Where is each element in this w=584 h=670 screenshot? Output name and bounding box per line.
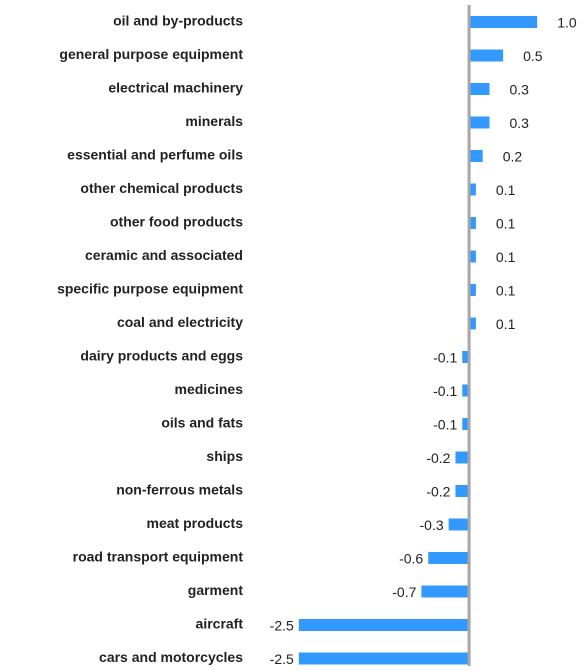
value-label: 0.2 xyxy=(503,149,523,165)
value-label: 0.1 xyxy=(496,216,516,232)
category-label: garment xyxy=(188,582,244,598)
bar xyxy=(298,619,470,631)
category-label: electrical machinery xyxy=(108,80,243,96)
bar xyxy=(469,49,504,62)
bar xyxy=(462,351,470,363)
bar xyxy=(428,552,470,564)
category-label: oils and fats xyxy=(161,415,243,431)
category-label: aircraft xyxy=(196,616,244,632)
category-label: ships xyxy=(206,448,243,464)
value-label: -0.2 xyxy=(426,484,450,500)
category-label: other chemical products xyxy=(80,180,243,196)
value-label: -2.5 xyxy=(270,618,294,634)
value-label: -0.6 xyxy=(399,551,423,567)
bar xyxy=(469,284,476,296)
category-label: medicines xyxy=(175,381,244,397)
value-label: 0.3 xyxy=(510,115,530,131)
value-label: 0.1 xyxy=(496,283,516,299)
bar xyxy=(462,384,470,397)
category-label: coal and electricity xyxy=(117,314,243,330)
category-label: specific purpose equipment xyxy=(57,281,243,297)
category-label: meat products xyxy=(147,515,244,531)
bar xyxy=(469,16,538,28)
bar xyxy=(448,518,470,531)
category-label: general purpose equipment xyxy=(59,46,243,62)
category-label: cars and motorcycles xyxy=(99,649,243,665)
category-label: minerals xyxy=(185,113,243,129)
value-label: -2.5 xyxy=(270,651,294,667)
bar xyxy=(469,150,483,162)
value-label: 0.3 xyxy=(510,82,530,98)
value-label: -0.7 xyxy=(392,584,416,600)
bar xyxy=(469,217,476,229)
value-label: 0.1 xyxy=(496,182,516,198)
bar xyxy=(421,585,470,598)
value-label: -0.2 xyxy=(426,450,450,466)
value-label: 0.1 xyxy=(496,316,516,332)
category-label: non-ferrous metals xyxy=(116,482,243,498)
value-label: -0.1 xyxy=(433,383,457,399)
bar xyxy=(298,652,470,665)
category-label: road transport equipment xyxy=(73,549,244,565)
category-label: dairy products and eggs xyxy=(80,348,243,364)
category-label: essential and perfume oils xyxy=(67,147,243,163)
bar xyxy=(462,418,470,430)
bar xyxy=(469,250,476,263)
value-label: -0.3 xyxy=(420,517,444,533)
value-label: 1.0 xyxy=(557,15,577,31)
category-label: other food products xyxy=(110,214,243,230)
bar xyxy=(469,183,476,196)
value-label: 0.5 xyxy=(523,48,543,64)
bar xyxy=(469,116,490,129)
category-label: oil and by-products xyxy=(113,13,243,29)
value-label: -0.1 xyxy=(433,350,457,366)
bar xyxy=(469,83,490,95)
value-label: -0.1 xyxy=(433,417,457,433)
bar xyxy=(455,451,470,464)
category-label: ceramic and associated xyxy=(85,247,243,263)
bar xyxy=(455,485,470,497)
bar xyxy=(469,317,476,330)
value-label: 0.1 xyxy=(496,249,516,265)
